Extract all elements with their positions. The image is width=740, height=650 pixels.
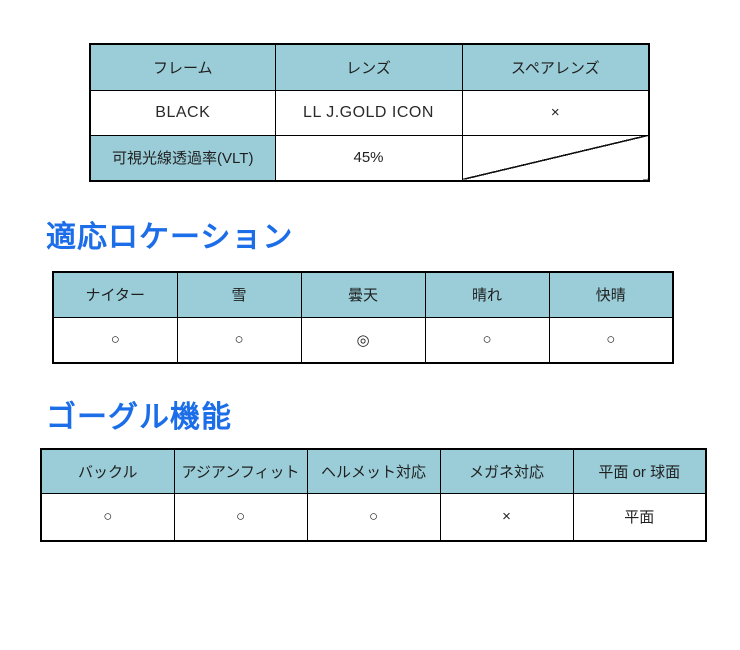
spec-table: フレーム レンズ スペアレンズ BLACK LL J.GOLD ICON × 可… xyxy=(89,43,650,182)
col-header-sunny: 晴れ xyxy=(424,271,550,318)
value-lens-shape: 平面 xyxy=(572,492,707,542)
rating-clear: ○ xyxy=(548,316,674,364)
section-title-location: 適応ロケーション xyxy=(46,221,294,254)
location-table-header-row: ナイター 雪 曇天 晴れ 快晴 xyxy=(52,271,674,318)
col-header-spare-lens: スペアレンズ xyxy=(461,43,650,91)
frame-value: BLACK xyxy=(89,89,276,136)
function-table-header-row: バックル アジアンフィット ヘルメット対応 メガネ対応 平面 or 球面 xyxy=(40,448,707,494)
value-buckle: ○ xyxy=(40,492,175,542)
diagonal-slash-cell xyxy=(461,134,650,182)
rating-cloudy: ◎ xyxy=(300,316,426,364)
spec-product-row: BLACK LL J.GOLD ICON × xyxy=(89,89,650,136)
rating-snow: ○ xyxy=(176,316,302,364)
col-header-cloudy: 曇天 xyxy=(300,271,426,318)
spec-vlt-row: 可視光線透過率(VLT) 45% xyxy=(89,134,650,182)
function-value-row: ○ ○ ○ × 平面 xyxy=(40,492,707,542)
col-header-lens-shape: 平面 or 球面 xyxy=(572,448,707,494)
section-title-function: ゴーグル機能 xyxy=(46,401,232,434)
rating-night: ○ xyxy=(52,316,178,364)
spare-lens-value: × xyxy=(461,89,650,136)
value-glasses: × xyxy=(439,492,574,542)
vlt-label: 可視光線透過率(VLT) xyxy=(89,134,276,182)
col-header-glasses: メガネ対応 xyxy=(439,448,574,494)
col-header-frame: フレーム xyxy=(89,43,276,91)
function-table: バックル アジアンフィット ヘルメット対応 メガネ対応 平面 or 球面 ○ ○… xyxy=(40,448,707,542)
col-header-clear: 快晴 xyxy=(548,271,674,318)
value-helmet: ○ xyxy=(306,492,441,542)
col-header-snow: 雪 xyxy=(176,271,302,318)
col-header-asian-fit: アジアンフィット xyxy=(173,448,308,494)
lens-value: LL J.GOLD ICON xyxy=(274,89,463,136)
col-header-lens: レンズ xyxy=(274,43,463,91)
location-table: ナイター 雪 曇天 晴れ 快晴 ○ ○ ◎ ○ ○ xyxy=(52,271,674,364)
rating-sunny: ○ xyxy=(424,316,550,364)
col-header-helmet: ヘルメット対応 xyxy=(306,448,441,494)
col-header-night: ナイター xyxy=(52,271,178,318)
value-asian-fit: ○ xyxy=(173,492,308,542)
location-rating-row: ○ ○ ◎ ○ ○ xyxy=(52,316,674,364)
spec-table-header-row: フレーム レンズ スペアレンズ xyxy=(89,43,650,91)
col-header-buckle: バックル xyxy=(40,448,175,494)
vlt-value: 45% xyxy=(274,134,463,182)
